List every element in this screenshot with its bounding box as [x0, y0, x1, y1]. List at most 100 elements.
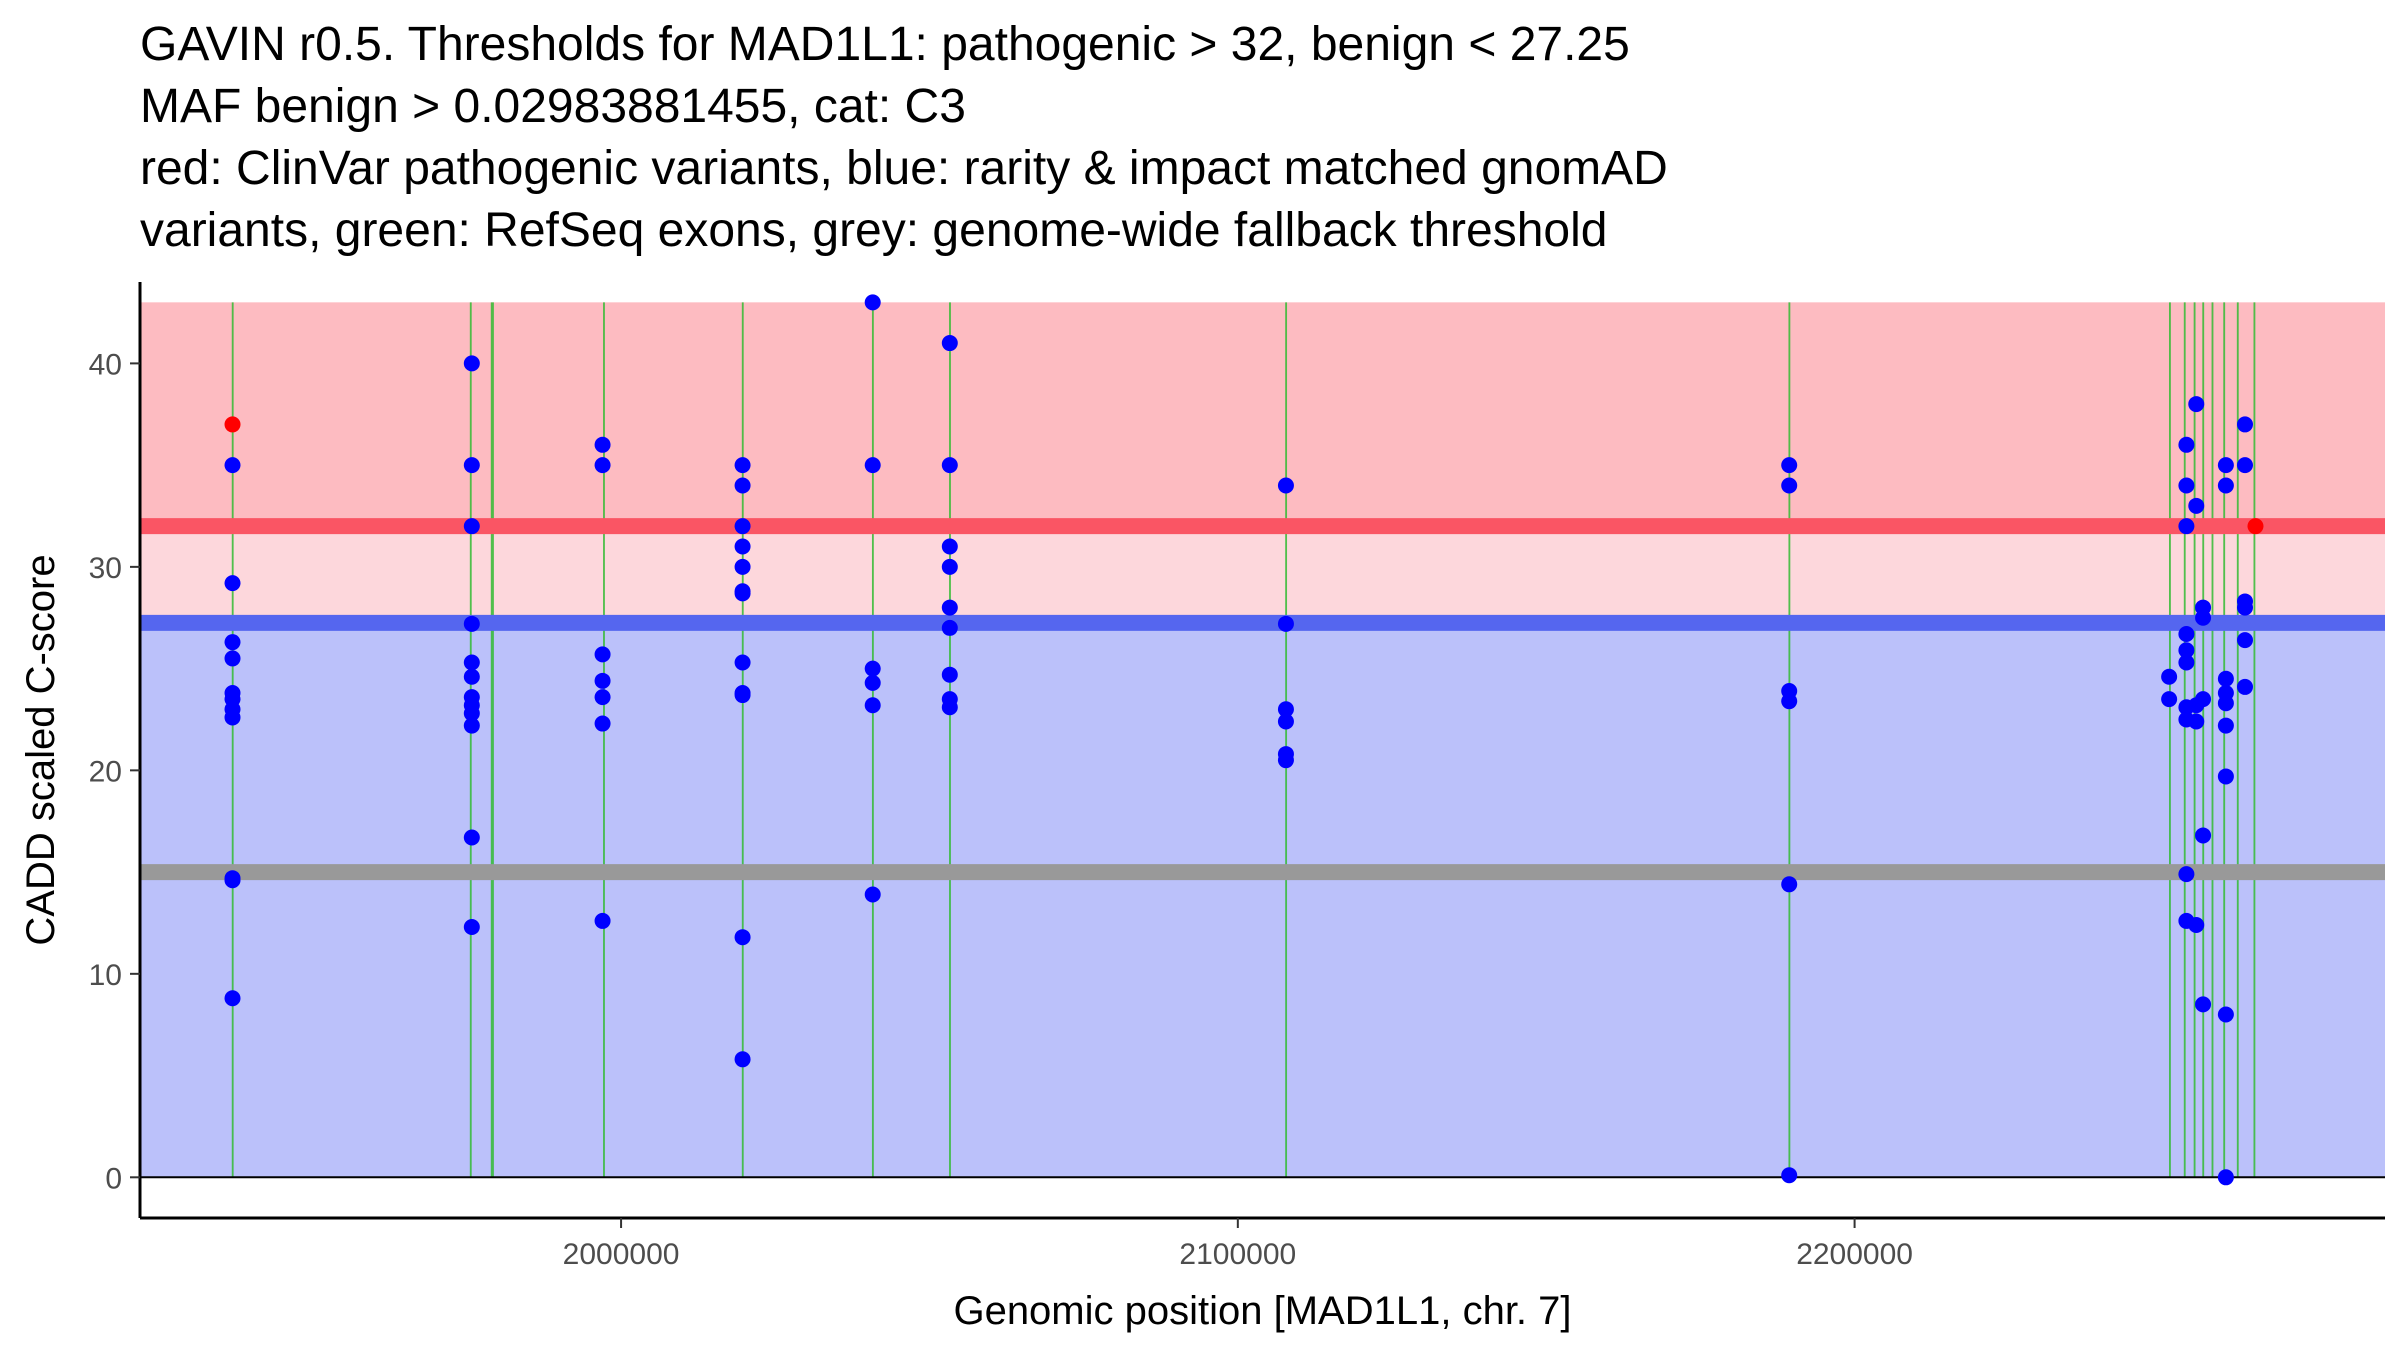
y-axis-ticks: 0 10 20 30 40 — [89, 348, 140, 1195]
gnomad-point — [1781, 457, 1798, 474]
y-tick-label: 0 — [105, 1162, 122, 1195]
gnomad-point — [594, 436, 611, 453]
gnomad-point — [2217, 670, 2234, 687]
benign-zone — [140, 622, 2385, 1178]
gnomad-point — [2217, 768, 2234, 785]
gnomad-point — [2236, 632, 2253, 649]
gnomad-point — [2236, 678, 2253, 695]
x-tick-label: 2200000 — [1796, 1238, 1913, 1271]
gnomad-point — [463, 654, 480, 671]
gnomad-point — [2188, 916, 2205, 933]
gnomad-point — [594, 672, 611, 689]
clinvar-point — [2247, 518, 2264, 535]
gnomad-point — [2236, 457, 2253, 474]
gnomad-point — [1277, 615, 1294, 632]
gnomad-point — [2178, 626, 2195, 643]
exon-line — [603, 302, 605, 1178]
axes — [138, 282, 2385, 1220]
gnomad-point — [2178, 654, 2195, 671]
gnomad-point — [864, 457, 881, 474]
gnomad-point — [224, 634, 241, 651]
chart-title: GAVIN r0.5. Thresholds for MAD1L1: patho… — [140, 14, 2360, 262]
gnomad-point — [594, 646, 611, 663]
gnomad-point — [2178, 642, 2195, 659]
title-line-2: MAF benign > 0.02983881455, cat: C3 — [140, 80, 966, 133]
gnomad-point — [2161, 668, 2178, 685]
gnomad-point — [2217, 457, 2234, 474]
gnomad-point — [2161, 691, 2178, 708]
exon-line — [871, 302, 874, 1178]
gnomad-point — [734, 518, 751, 535]
gnomad-point — [2178, 866, 2195, 883]
exon-line — [2236, 302, 2239, 1178]
gnomad-point — [941, 538, 958, 555]
gnomad-point — [734, 929, 751, 946]
gnomad-point — [864, 886, 881, 903]
x-tick-label: 2100000 — [1179, 1238, 1296, 1271]
gnomad-point — [463, 717, 480, 734]
exon-line — [490, 302, 494, 1178]
gnomad-point — [1781, 1167, 1798, 1184]
gnomad-point — [1277, 752, 1294, 769]
gnomad-point — [594, 689, 611, 706]
gnomad-point — [463, 355, 480, 372]
gnomad-point — [941, 558, 958, 575]
gnomad-point — [2195, 827, 2212, 844]
gnomad-point — [864, 660, 881, 677]
gnomad-point — [224, 709, 241, 726]
gnomad-point — [941, 335, 958, 352]
gnomad-point — [2195, 691, 2212, 708]
x-axis-title: Genomic position [MAD1L1, chr. 7] — [953, 1289, 1571, 1333]
gnomad-point — [1781, 693, 1798, 710]
gnomad-point — [2217, 477, 2234, 494]
exon-line — [2211, 302, 2214, 1178]
refseq-exons — [231, 302, 2256, 1178]
gnomad-point — [941, 457, 958, 474]
threshold-lines — [140, 518, 2385, 1179]
gnomad-point — [2178, 518, 2195, 535]
gnomad-point — [594, 457, 611, 474]
y-tick-label: 40 — [89, 348, 122, 381]
gnomad-point — [734, 654, 751, 671]
gnomad-point — [2178, 436, 2195, 453]
gnomad-point — [941, 619, 958, 636]
gnomad-point — [734, 477, 751, 494]
pathogenic-zone — [140, 302, 2385, 527]
gnomad-point — [2195, 609, 2212, 626]
gnomad-point — [2188, 497, 2205, 514]
gnomad-point — [2178, 477, 2195, 494]
title-line-3: red: ClinVar pathogenic variants, blue: … — [140, 142, 1668, 195]
exon-line — [2193, 302, 2196, 1178]
exon-line — [2169, 302, 2171, 1178]
clinvar-point — [224, 416, 241, 433]
exon-line — [469, 302, 472, 1178]
x-tick-label: 2000000 — [563, 1238, 680, 1271]
gnomad-point — [463, 518, 480, 535]
gnomad-point — [2217, 1169, 2234, 1186]
exon-line — [949, 302, 951, 1178]
gnomad-point — [864, 674, 881, 691]
exon-line — [2202, 302, 2205, 1178]
y-tick-label: 10 — [89, 959, 122, 992]
x-axis-ticks: 2000000 2100000 2200000 — [563, 1218, 1913, 1271]
exon-line — [1285, 302, 1288, 1178]
gnomad-point — [224, 872, 241, 889]
exon-line — [2183, 302, 2186, 1178]
exon-line — [231, 302, 234, 1178]
exon-line — [741, 302, 744, 1178]
gnomad-point — [941, 666, 958, 683]
gnomad-point — [941, 699, 958, 716]
gnomad-point — [2217, 717, 2234, 734]
title-line-4: variants, green: RefSeq exons, grey: gen… — [140, 204, 1608, 257]
exon-line — [2223, 302, 2226, 1178]
exon-line — [1788, 302, 1791, 1178]
gnomad-point — [2236, 599, 2253, 616]
gnomad-point — [941, 599, 958, 616]
gnomad-point — [734, 538, 751, 555]
threshold-zones — [140, 302, 2385, 1178]
gnomad-point — [1277, 477, 1294, 494]
gnomad-point — [734, 558, 751, 575]
intermediate-zone — [140, 526, 2385, 623]
gnomad-point — [864, 294, 881, 311]
gnomad-point — [1781, 477, 1798, 494]
